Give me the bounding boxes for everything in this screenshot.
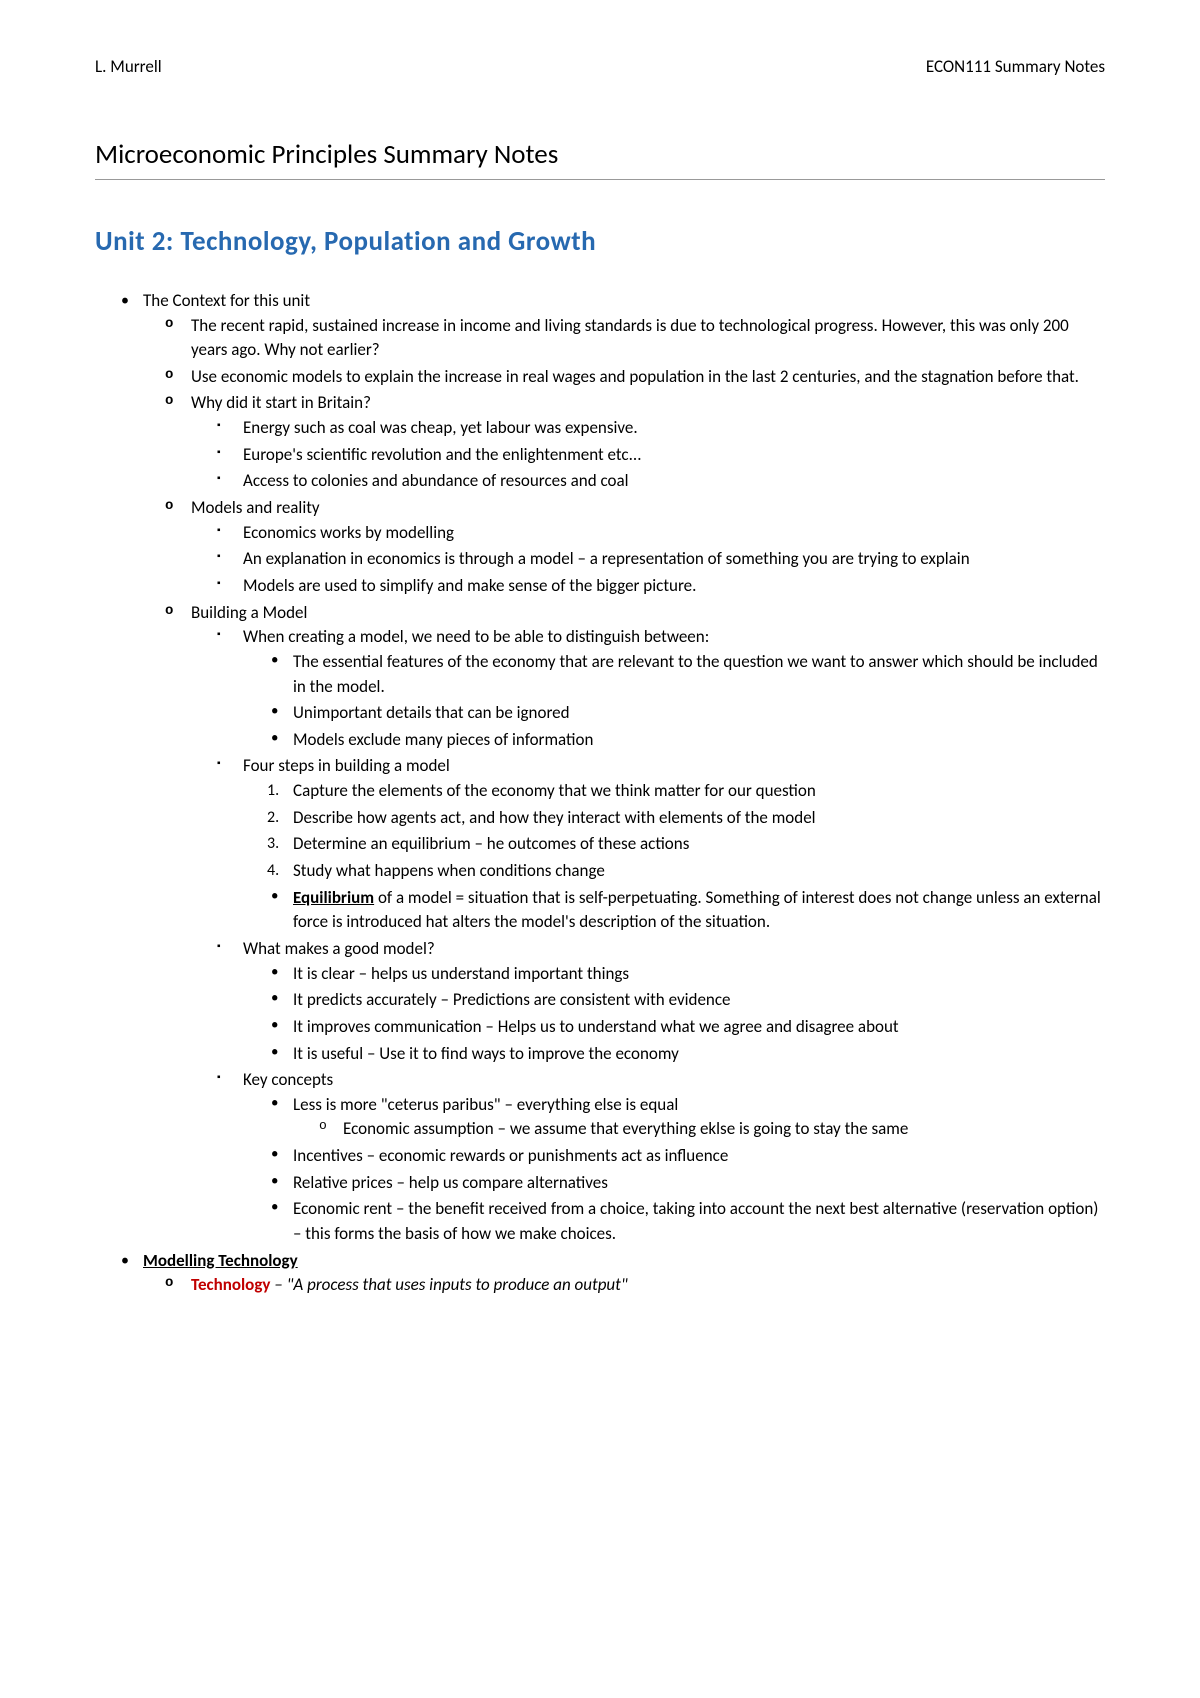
dot-item: It improves communication – Helps us to … (293, 1015, 1105, 1040)
text: An explanation in economics is through a… (243, 548, 970, 569)
text: When creating a model, we need to be abl… (243, 626, 709, 647)
page-header: L. Murrell ECON111 Summary Notes (95, 55, 1105, 80)
bullet-label: The Context for this unit (143, 290, 310, 311)
square-item: Models are used to simplify and make sen… (243, 574, 1105, 599)
equilibrium-term: Equilibrium (293, 887, 374, 908)
text: Economic rent – the benefit received fro… (293, 1198, 1098, 1244)
text: Models exclude many pieces of informatio… (293, 729, 593, 750)
dot-item: Incentives – economic rewards or punishm… (293, 1144, 1105, 1169)
course-name: ECON111 Summary Notes (926, 55, 1105, 80)
text: Europe's scientific revolution and the e… (243, 444, 641, 465)
dot-item: Less is more "ceterus paribus" – everyth… (293, 1093, 1105, 1142)
technology-def: – "A process that uses inputs to produce… (270, 1274, 627, 1295)
dot-item: Unimportant details that can be ignored (293, 701, 1105, 726)
num-item: Capture the elements of the economy that… (293, 779, 1105, 804)
document-title: Microeconomic Principles Summary Notes (95, 135, 1105, 180)
square-item: An explanation in economics is through a… (243, 547, 1105, 572)
text: Energy such as coal was cheap, yet labou… (243, 417, 638, 438)
text: Models and reality (191, 497, 320, 518)
square-item: Economics works by modelling (243, 521, 1105, 546)
text: It predicts accurately – Predictions are… (293, 989, 731, 1010)
dot-item: It is useful – Use it to find ways to im… (293, 1042, 1105, 1067)
square-item: Europe's scientific revolution and the e… (243, 443, 1105, 468)
num-item: Describe how agents act, and how they in… (293, 806, 1105, 831)
sub-item: Why did it start in Britain? Energy such… (191, 391, 1105, 494)
text: Determine an equilibrium – he outcomes o… (293, 833, 689, 854)
section-label: Modelling Technology (143, 1250, 298, 1271)
square-item: Access to colonies and abundance of reso… (243, 469, 1105, 494)
dot-item: Economic rent – the benefit received fro… (293, 1197, 1105, 1246)
text: Describe how agents act, and how they in… (293, 807, 816, 828)
sub-item: Technology – "A process that uses inputs… (191, 1273, 1105, 1298)
sub-item: Models and reality Economics works by mo… (191, 496, 1105, 599)
num-item: Study what happens when conditions chang… (293, 859, 1105, 884)
text: It improves communication – Helps us to … (293, 1016, 899, 1037)
text: It is useful – Use it to find ways to im… (293, 1043, 679, 1064)
text: Why did it start in Britain? (191, 392, 371, 413)
dot-item: The essential features of the economy th… (293, 650, 1105, 699)
sub-item: Building a Model When creating a model, … (191, 601, 1105, 1247)
text: Relative prices – help us compare altern… (293, 1172, 608, 1193)
text: Unimportant details that can be ignored (293, 702, 570, 723)
text: Incentives – economic rewards or punishm… (293, 1145, 728, 1166)
text: Building a Model (191, 602, 307, 623)
text: Use economic models to explain the incre… (191, 366, 1079, 387)
circ-item: Economic assumption – we assume that eve… (343, 1117, 1105, 1142)
text: Models are used to simplify and make sen… (243, 575, 696, 596)
text: of a model = situation that is self-perp… (293, 887, 1101, 933)
bullet-context: The Context for this unit The recent rap… (143, 289, 1105, 1247)
text: What makes a good model? (243, 938, 435, 959)
square-item: When creating a model, we need to be abl… (243, 625, 1105, 752)
square-item: What makes a good model? It is clear – h… (243, 937, 1105, 1066)
num-item: Determine an equilibrium – he outcomes o… (293, 832, 1105, 857)
author-name: L. Murrell (95, 55, 162, 80)
text: Four steps in building a model (243, 755, 450, 776)
text: The essential features of the economy th… (293, 651, 1098, 697)
dot-item: Equilibrium of a model = situation that … (293, 886, 1105, 935)
dot-item: It predicts accurately – Predictions are… (293, 988, 1105, 1013)
unit-title: Unit 2: Technology, Population and Growt… (95, 222, 1105, 261)
dot-item: Relative prices – help us compare altern… (293, 1171, 1105, 1196)
technology-term: Technology (191, 1274, 270, 1295)
text: It is clear – helps us understand import… (293, 963, 629, 984)
bullet-modelling-tech: Modelling Technology Technology – "A pro… (143, 1249, 1105, 1298)
text: Economic assumption – we assume that eve… (343, 1118, 908, 1139)
text: The recent rapid, sustained increase in … (191, 315, 1069, 361)
sub-item: Use economic models to explain the incre… (191, 365, 1105, 390)
text: Economics works by modelling (243, 522, 454, 543)
text: Access to colonies and abundance of reso… (243, 470, 629, 491)
sub-item: The recent rapid, sustained increase in … (191, 314, 1105, 363)
square-item: Energy such as coal was cheap, yet labou… (243, 416, 1105, 441)
dot-item: It is clear – helps us understand import… (293, 962, 1105, 987)
square-item: Key concepts Less is more "ceterus parib… (243, 1068, 1105, 1246)
text: Less is more "ceterus paribus" – everyth… (293, 1094, 678, 1115)
square-item: Four steps in building a model Capture t… (243, 754, 1105, 934)
dot-item: Models exclude many pieces of informatio… (293, 728, 1105, 753)
text: Key concepts (243, 1069, 333, 1090)
outline-root: The Context for this unit The recent rap… (95, 289, 1105, 1298)
text: Capture the elements of the economy that… (293, 780, 816, 801)
text: Study what happens when conditions chang… (293, 860, 605, 881)
